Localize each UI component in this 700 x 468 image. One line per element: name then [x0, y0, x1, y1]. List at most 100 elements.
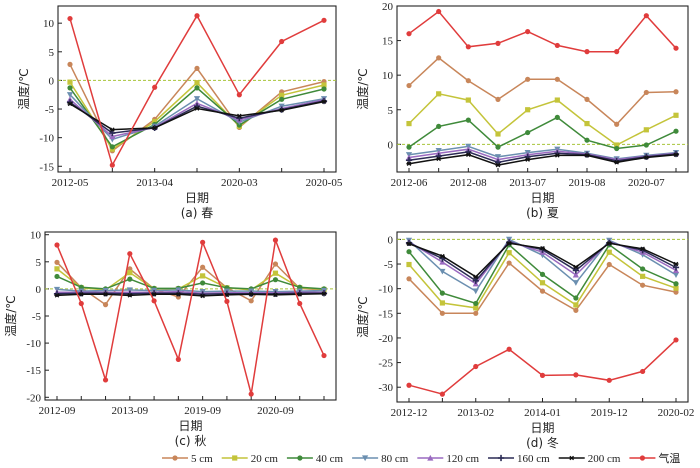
- data-point: [248, 391, 254, 397]
- data-point: [406, 144, 412, 150]
- data-point: [406, 382, 412, 388]
- data-point: [109, 162, 115, 168]
- panel-caption: (a) 春: [181, 206, 214, 220]
- data-point: [109, 133, 116, 140]
- legend-entry: 气温: [629, 451, 680, 465]
- data-point: [643, 13, 649, 19]
- data-point: [406, 249, 412, 255]
- data-point: [54, 242, 60, 248]
- data-point: [554, 153, 560, 158]
- data-point: [102, 302, 109, 308]
- x-tick-label: 2020-03: [221, 177, 258, 189]
- series-line: [408, 92, 677, 146]
- panel-b: 0 5 10 15 20 2012-06 2012-08 2013-07 2019-08 2020…: [355, 1, 689, 220]
- legend-entry: 5 cm: [162, 453, 213, 465]
- data-point: [640, 266, 646, 272]
- data-point: [436, 123, 442, 129]
- y-tick-label: -15: [378, 308, 393, 320]
- data-point: [573, 307, 579, 313]
- data-point: [321, 352, 327, 359]
- data-point: [673, 285, 679, 291]
- data-point: [554, 42, 560, 49]
- data-point: [321, 291, 327, 297]
- series-line: [56, 237, 325, 395]
- data-point: [539, 372, 546, 378]
- data-point: [78, 292, 84, 297]
- legend-entry: 40 cm: [286, 453, 344, 465]
- data-point: [436, 8, 442, 15]
- data-point: [614, 49, 620, 55]
- x-tick-label: 2013-07: [509, 177, 546, 189]
- data-point: [473, 300, 479, 307]
- data-point: [406, 120, 412, 127]
- legend-marker: [172, 455, 178, 461]
- data-point: [66, 96, 74, 102]
- data-point: [673, 152, 679, 157]
- y-tick-label: 0: [49, 75, 55, 87]
- data-point: [279, 92, 285, 98]
- data-point: [465, 78, 471, 84]
- data-point: [573, 302, 579, 308]
- data-point: [406, 261, 412, 268]
- y-tick-label: -10: [26, 338, 41, 350]
- y-axis-label: 温度/℃: [355, 68, 370, 110]
- series-200cm: [67, 99, 327, 132]
- legend-entry: 120 cm: [417, 453, 479, 465]
- data-point: [54, 293, 60, 298]
- y-tick-label: -5: [32, 311, 42, 323]
- y-tick-label: -20: [378, 333, 393, 345]
- data-point: [672, 272, 680, 278]
- data-point: [67, 79, 73, 85]
- x-tick-label: 2013-02: [457, 407, 494, 419]
- x-tick-label: 2012-09: [39, 405, 76, 417]
- data-point: [554, 97, 560, 103]
- data-point: [67, 101, 73, 107]
- legend-entry: 200 cm: [558, 453, 621, 465]
- data-point: [673, 112, 679, 118]
- legend-label: 20 cm: [251, 453, 279, 465]
- data-point: [673, 337, 679, 343]
- data-point: [406, 31, 412, 37]
- data-point: [672, 264, 680, 271]
- data-point: [606, 377, 612, 383]
- data-point: [296, 290, 303, 297]
- series-40cm: [406, 242, 679, 307]
- x-tick-label: 2020-02: [658, 407, 695, 419]
- data-point: [236, 92, 242, 98]
- data-point: [439, 253, 445, 259]
- series-line: [408, 151, 677, 164]
- data-point: [506, 241, 512, 246]
- series-气温: [54, 237, 327, 397]
- panel-d: -30 -25 -20 -15 -10 -5 0 2012-12 2013-02 2014-01 2…: [355, 231, 695, 450]
- series-line: [56, 293, 325, 297]
- panel-caption: (b) 夏: [526, 206, 559, 220]
- data-point: [297, 292, 303, 297]
- series-line: [408, 56, 677, 126]
- data-point: [194, 85, 200, 91]
- data-point: [54, 259, 60, 265]
- data-point: [406, 82, 412, 89]
- data-point: [436, 156, 442, 162]
- data-point: [525, 157, 531, 162]
- data-point: [495, 144, 501, 150]
- data-point: [127, 251, 133, 257]
- data-point: [193, 100, 201, 106]
- data-point: [406, 276, 412, 282]
- data-point: [606, 241, 612, 246]
- series-气温: [67, 13, 327, 168]
- data-point: [194, 106, 200, 111]
- data-point: [152, 125, 158, 131]
- data-point: [151, 292, 157, 297]
- data-point: [109, 144, 115, 150]
- y-tick-label: -30: [378, 382, 393, 394]
- data-point: [439, 300, 445, 306]
- data-point: [236, 113, 242, 119]
- data-point: [297, 300, 303, 307]
- y-axis-label: 温度/℃: [16, 68, 31, 110]
- y-tick-label: -15: [26, 365, 41, 377]
- x-axis-label: 日期: [530, 421, 554, 435]
- panel-caption: (d) 冬: [526, 435, 559, 450]
- data-point: [54, 273, 60, 280]
- data-point: [406, 241, 412, 247]
